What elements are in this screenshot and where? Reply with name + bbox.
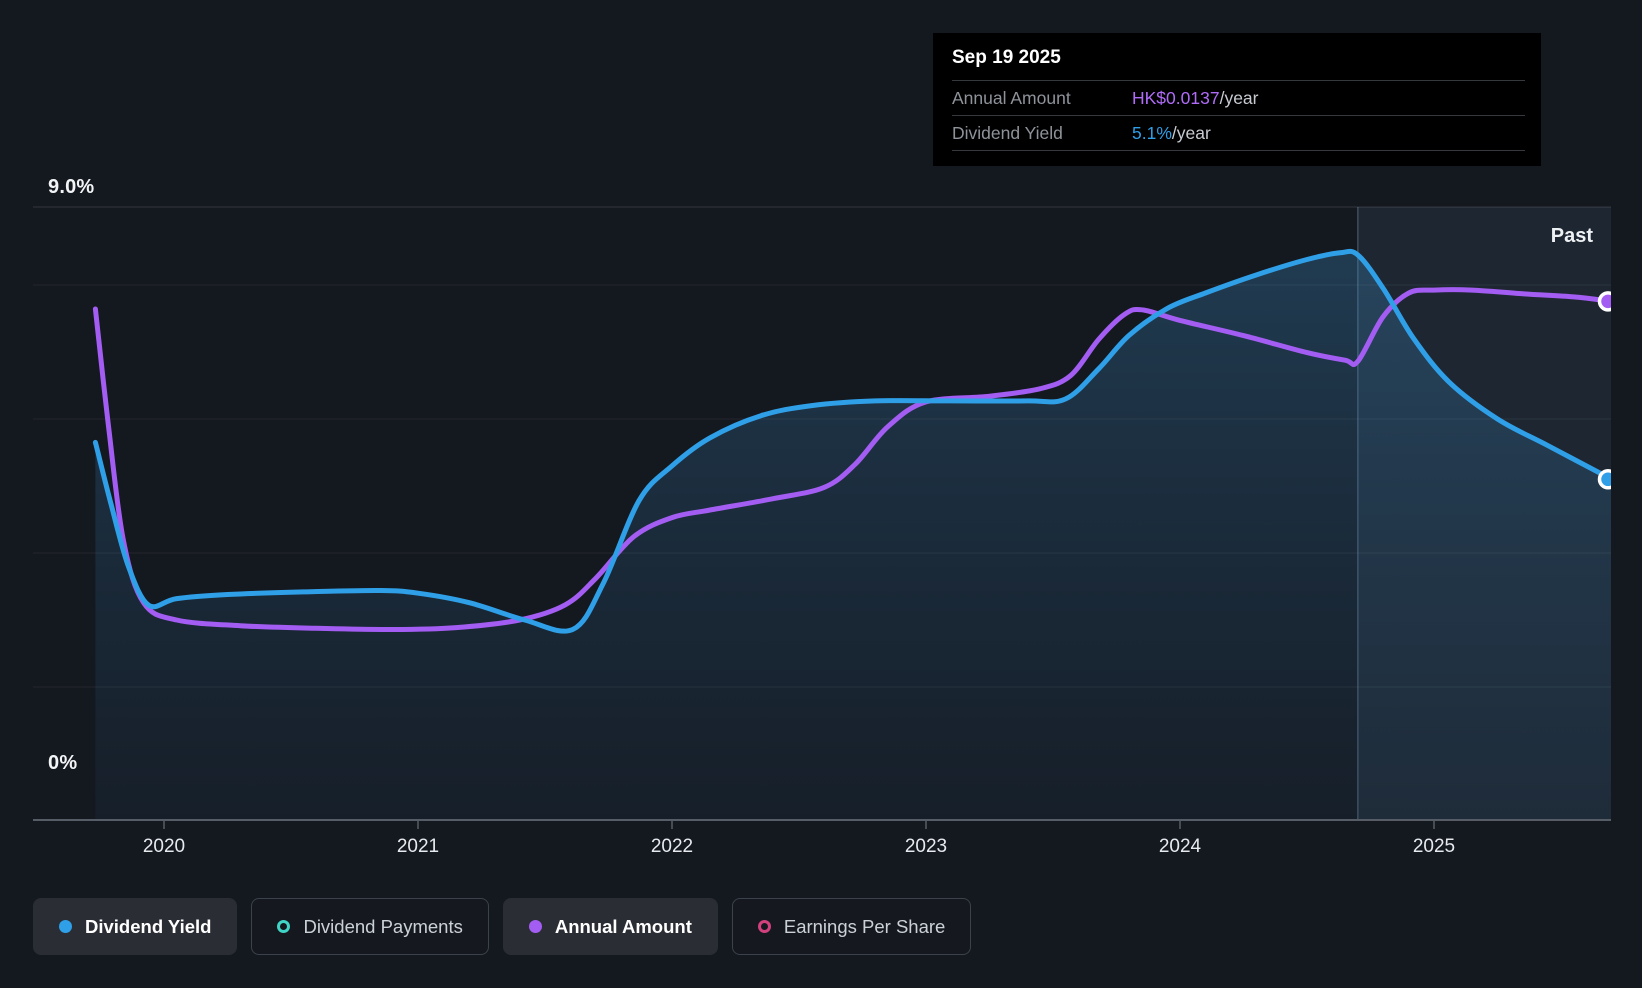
legend-item-dividend-yield[interactable]: Dividend Yield	[33, 898, 238, 955]
legend: Dividend Yield Dividend Payments Annual …	[33, 898, 972, 955]
earnings-per-share-ring-icon	[757, 920, 771, 933]
y-axis-label-min: 0%	[48, 752, 78, 774]
tooltip-value-1: 5.1%	[1132, 122, 1172, 143]
dividend-yield-line	[92, 248, 1615, 634]
legend-item-dividend-payments[interactable]: Dividend Payments	[251, 898, 489, 955]
x-axis-label-2020: 2020	[142, 836, 186, 857]
tooltip-label-annual-amount: Annual Amount	[952, 87, 1071, 108]
x-axis-label-2025: 2025	[1412, 836, 1456, 857]
legend-label: Earnings Per Share	[783, 915, 946, 937]
legend-label: Dividend Payments	[303, 915, 463, 937]
dividend-yield-area	[95, 251, 1612, 820]
hover-tooltip: Sep 19 2025 Annual Amount HK$0.0137/year…	[933, 33, 1541, 166]
tooltip-row-annual-amount: Annual Amount HK$0.0137/year	[952, 81, 1525, 116]
tooltip-label-dividend-yield: Dividend Yield	[952, 122, 1063, 143]
annual-amount-line	[92, 287, 1615, 633]
y-axis-label-max: 9.0%	[48, 176, 95, 198]
x-axis-label-2023: 2023	[904, 836, 948, 857]
tooltip-value-0: HK$0.0137	[1132, 87, 1220, 108]
x-axis-label-2021: 2021	[396, 836, 440, 857]
past-region-label: Past	[1550, 225, 1593, 247]
x-axis-label-2022: 2022	[650, 836, 694, 857]
dividend-yield-dot-icon	[59, 920, 72, 933]
tooltip-suffix-0: /year	[1219, 87, 1259, 108]
x-axis-label-2024: 2024	[1158, 836, 1202, 857]
dividend-payments-ring-icon	[277, 920, 291, 933]
tooltip-suffix-1: /year	[1171, 122, 1211, 143]
tooltip-row-dividend-yield: Dividend Yield 5.1%/year	[952, 116, 1525, 151]
annual-amount-dot-icon	[528, 920, 542, 933]
legend-label: Annual Amount	[554, 915, 692, 937]
legend-item-annual-amount[interactable]: Annual Amount	[502, 898, 718, 955]
legend-item-earnings-per-share[interactable]: Earnings Per Share	[731, 898, 972, 955]
tooltip-date: Sep 19 2025	[952, 47, 1525, 81]
legend-label: Dividend Yield	[85, 915, 212, 937]
